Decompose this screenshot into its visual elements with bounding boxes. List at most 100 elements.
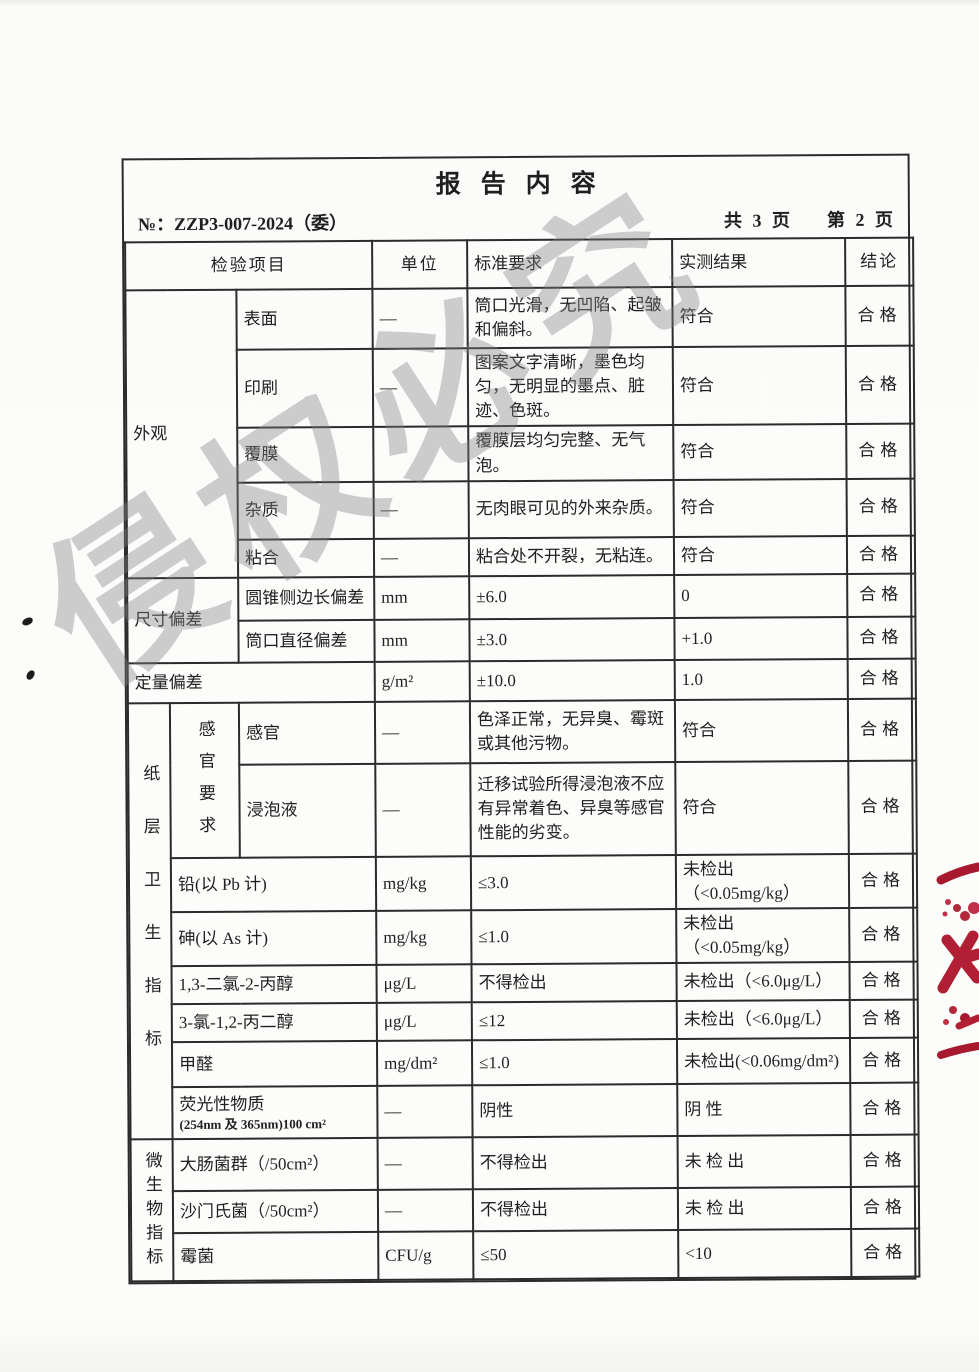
group-sensory-requirement: 感官要求	[169, 702, 240, 858]
cell-item: 覆膜	[237, 427, 374, 483]
cell-standard: 筒口光滑，无凹陷、起皱和偏斜。	[467, 287, 673, 349]
cell-result: 阴 性	[677, 1083, 851, 1137]
cell-unit: CFU/g	[378, 1230, 474, 1281]
group-microbiology: 微生物指标	[130, 1139, 174, 1282]
cell-unit	[373, 426, 469, 482]
group-paper-hygiene: 纸层卫生指标	[127, 702, 173, 1140]
cell-unit: mm	[374, 575, 470, 620]
cell-item: 甲醛	[171, 1041, 378, 1088]
ink-speck	[21, 616, 34, 627]
table-row: 覆膜 覆膜层均匀完整、无气泡。 符合 合格	[126, 423, 915, 483]
group-appearance: 外观	[125, 289, 239, 579]
cell-standard: ≤12	[471, 1001, 677, 1041]
cell-conclusion: 合格	[848, 760, 917, 854]
cell-result: 符合	[672, 285, 846, 348]
table-row: 微生物指标 大肠菌群（/50cm²） — 不得检出 未 检 出 合格	[130, 1134, 919, 1282]
cell-unit: mg/dm²	[376, 1040, 473, 1087]
cell-standard: 粘合处不开裂，无粘连。	[468, 536, 675, 576]
cell-conclusion: 合格	[847, 698, 917, 762]
cell-item: 圆锥侧边长偏差	[238, 576, 375, 621]
cell-conclusion: 合格	[846, 423, 915, 479]
cell-standard: 不得检出	[472, 1136, 678, 1190]
table-row: 1,3-二氯-2-丙醇 μg/L 不得检出 未检出（<6.0μg/L） 合格	[130, 961, 918, 1005]
cell-unit: —	[377, 1137, 473, 1190]
table-header-row: 检验项目 单位 标准要求 实测结果 结论	[125, 237, 914, 291]
cell-item: 杂质	[237, 481, 374, 540]
page-indicator: 共 3 页 第 2 页	[690, 206, 896, 233]
group-size-deviation: 尺寸偏差	[127, 577, 239, 664]
cell-conclusion: 合格	[846, 535, 916, 574]
cell-unit: —	[373, 537, 470, 577]
cell-result: 符合	[675, 761, 849, 855]
cell-conclusion: 合格	[849, 907, 918, 963]
table-row: 3-氯-1,2-丙二醇 μg/L ≤12 未检出（<6.0μg/L） 合格	[130, 999, 918, 1043]
cell-unit: mg/kg	[376, 910, 472, 966]
cell-conclusion: 合格	[851, 1228, 920, 1278]
cell-unit: μg/L	[376, 1002, 472, 1042]
table-row: 杂质 — 无肉眼可见的外来杂质。 符合 合格	[127, 478, 915, 540]
cell-unit: μg/L	[376, 964, 472, 1004]
report-meta-row: №：ZZP3-007-2024（委） 共 3 页 第 2 页	[124, 206, 908, 242]
cell-conclusion: 合格	[850, 1082, 919, 1136]
cell-result: 符合	[674, 698, 849, 763]
cell-result: 未检出(<0.06mg/dm²)	[676, 1038, 851, 1085]
inspection-table: 检验项目 单位 标准要求 实测结果 结论 外观 表面 — 筒口光滑，无凹陷、起皱…	[124, 237, 920, 1283]
cell-standard: ≤1.0	[471, 909, 677, 965]
cell-standard: 覆膜层均匀完整、无气泡。	[468, 425, 674, 481]
cell-item: 沙门氏菌（/50cm²）	[172, 1189, 379, 1233]
cell-conclusion: 合格	[846, 478, 915, 536]
table-row: 荧光性物质 (254nm 及 365nm)100 cm² — 阴性 阴 性 合格	[130, 1082, 919, 1140]
cell-item: 砷(以 As 计)	[171, 910, 377, 967]
cell-item: 荧光性物质 (254nm 及 365nm)100 cm²	[172, 1086, 378, 1140]
cell-standard: 阴性	[472, 1084, 678, 1138]
cell-conclusion: 合格	[850, 1134, 919, 1188]
header-item: 检验项目	[125, 240, 373, 291]
cell-item: 大肠菌群（/50cm²）	[172, 1138, 378, 1192]
table-row: 尺寸偏差 圆锥侧边长偏差 mm ±6.0 0 合格	[127, 573, 916, 664]
cell-result: 未 检 出	[677, 1187, 852, 1230]
cell-result: 符合	[673, 535, 848, 575]
cell-result: 符合	[673, 478, 847, 537]
cell-unit: mg/kg	[375, 856, 472, 911]
cell-standard: 不得检出	[471, 963, 677, 1003]
cell-result: <10	[678, 1228, 852, 1279]
cell-conclusion: 合格	[849, 961, 918, 1001]
cell-unit: —	[372, 288, 468, 349]
cell-unit: g/m²	[374, 660, 470, 702]
cell-result: 0	[674, 573, 848, 618]
cell-unit: —	[377, 1189, 474, 1232]
ink-speck	[25, 669, 36, 681]
cell-result: 未检出（<0.05mg/kg）	[676, 907, 850, 964]
cell-standard: ≤50	[473, 1229, 679, 1280]
cell-item: 粘合	[237, 538, 375, 578]
cell-item: 感官	[238, 701, 376, 765]
report-document: 报告内容 №：ZZP3-007-2024（委） 共 3 页 第 2 页 检验项目 …	[121, 153, 920, 1285]
cell-conclusion: 合格	[849, 999, 918, 1039]
red-stamp-fragment-icon	[936, 862, 979, 1059]
table-row: 定量偏差 g/m² ±10.0 1.0 合格	[127, 658, 916, 704]
cell-unit: —	[375, 763, 471, 857]
cell-standard: 色泽正常，无异臭、霉斑或其他污物。	[469, 699, 676, 764]
table-row: 粘合 — 粘合处不开裂，无粘连。 符合 合格	[127, 535, 916, 578]
table-row: 霉菌 CFU/g ≤50 <10 合格	[131, 1228, 920, 1282]
table-row: 沙门氏菌（/50cm²） — 不得检出 未 检 出 合格	[131, 1186, 920, 1233]
header-unit: 单位	[372, 240, 468, 289]
table-row: 铅(以 Pb 计) mg/kg ≤3.0 未检出（<0.05mg/kg） 合格	[129, 853, 918, 913]
cell-standard: ≤3.0	[470, 854, 677, 911]
cell-item-note: (254nm 及 365nm)100 cm²	[179, 1116, 327, 1132]
cell-standard: ±10.0	[469, 659, 675, 701]
cell-unit: —	[374, 700, 471, 764]
cell-result: 未检出（<0.05mg/kg）	[675, 853, 850, 910]
cell-result: +1.0	[674, 616, 848, 660]
cell-item: 霉菌	[173, 1231, 379, 1282]
cell-conclusion: 合格	[850, 1186, 920, 1229]
cell-item: 定量偏差	[127, 661, 375, 704]
header-standard: 标准要求	[467, 239, 673, 289]
current-page: 第 2 页	[826, 209, 897, 231]
cell-item: 1,3-二氯-2-丙醇	[171, 965, 377, 1005]
cell-result: 符合	[673, 424, 847, 480]
cell-standard: ±6.0	[469, 574, 675, 619]
cell-unit: mm	[374, 618, 470, 662]
table-row: 印刷 — 图案文字清晰，墨色均匀，无明显的墨点、脏迹、色斑。 符合 合格	[126, 345, 915, 429]
